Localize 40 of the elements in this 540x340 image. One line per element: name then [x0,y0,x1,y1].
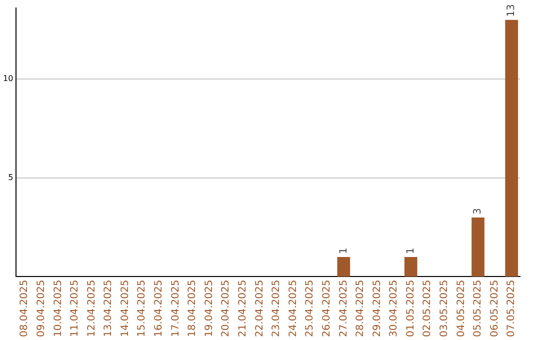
x-tick-label: 13.04.2025 [103,280,114,338]
x-tick-label: 09.04.2025 [36,280,47,338]
x-tick-label: 22.04.2025 [254,280,266,338]
x-tick-label: 16.04.2025 [154,280,165,338]
bar [337,256,350,277]
data-label: 3 [472,208,484,214]
x-tick-label: 25.04.2025 [304,280,316,338]
x-tick-label: 29.04.2025 [372,280,383,338]
x-tick-label: 05.05.2025 [472,280,484,338]
x-tick-label: 26.04.2025 [321,280,332,338]
bar [505,20,518,277]
y-tick-label: 10 [2,74,14,84]
x-tick-label: 21.04.2025 [237,280,248,338]
x-tick-label: 17.04.2025 [170,280,182,338]
x-tick-label: 07.05.2025 [506,280,518,338]
x-tick-label: 12.04.2025 [86,280,98,338]
x-tick-label: 18.04.2025 [187,280,198,338]
x-tick-label: 30.04.2025 [388,280,400,338]
bar [472,217,484,277]
data-label: 13 [506,4,518,17]
x-tick-label: 08.04.2025 [19,280,30,338]
x-tick-label: 11.04.2025 [70,280,81,338]
x-tick-label: 19.04.2025 [204,280,215,338]
x-tick-label: 10.04.2025 [52,280,64,338]
x-tick-label: 23.04.2025 [271,280,282,338]
bar [404,256,418,277]
x-tick-label: 01.05.2025 [405,280,416,338]
x-tick-label: 24.04.2025 [288,280,299,338]
x-tick-label: 15.04.2025 [136,280,148,338]
data-label: 1 [405,248,416,254]
x-tick-label: 04.05.2025 [456,280,467,338]
y-tick-label: 5 [8,173,14,182]
x-tick-label: 02.05.2025 [422,280,434,338]
x-tick-label: 28.04.2025 [355,280,366,338]
x-tick-label: 27.04.2025 [338,280,350,338]
x-tick-label: 14.04.2025 [120,280,131,338]
x-tick-label: 20.04.2025 [220,280,232,338]
x-tick-label: 06.05.2025 [489,280,500,338]
data-label: 1 [338,248,350,254]
x-tick-label: 03.05.2025 [439,280,450,338]
